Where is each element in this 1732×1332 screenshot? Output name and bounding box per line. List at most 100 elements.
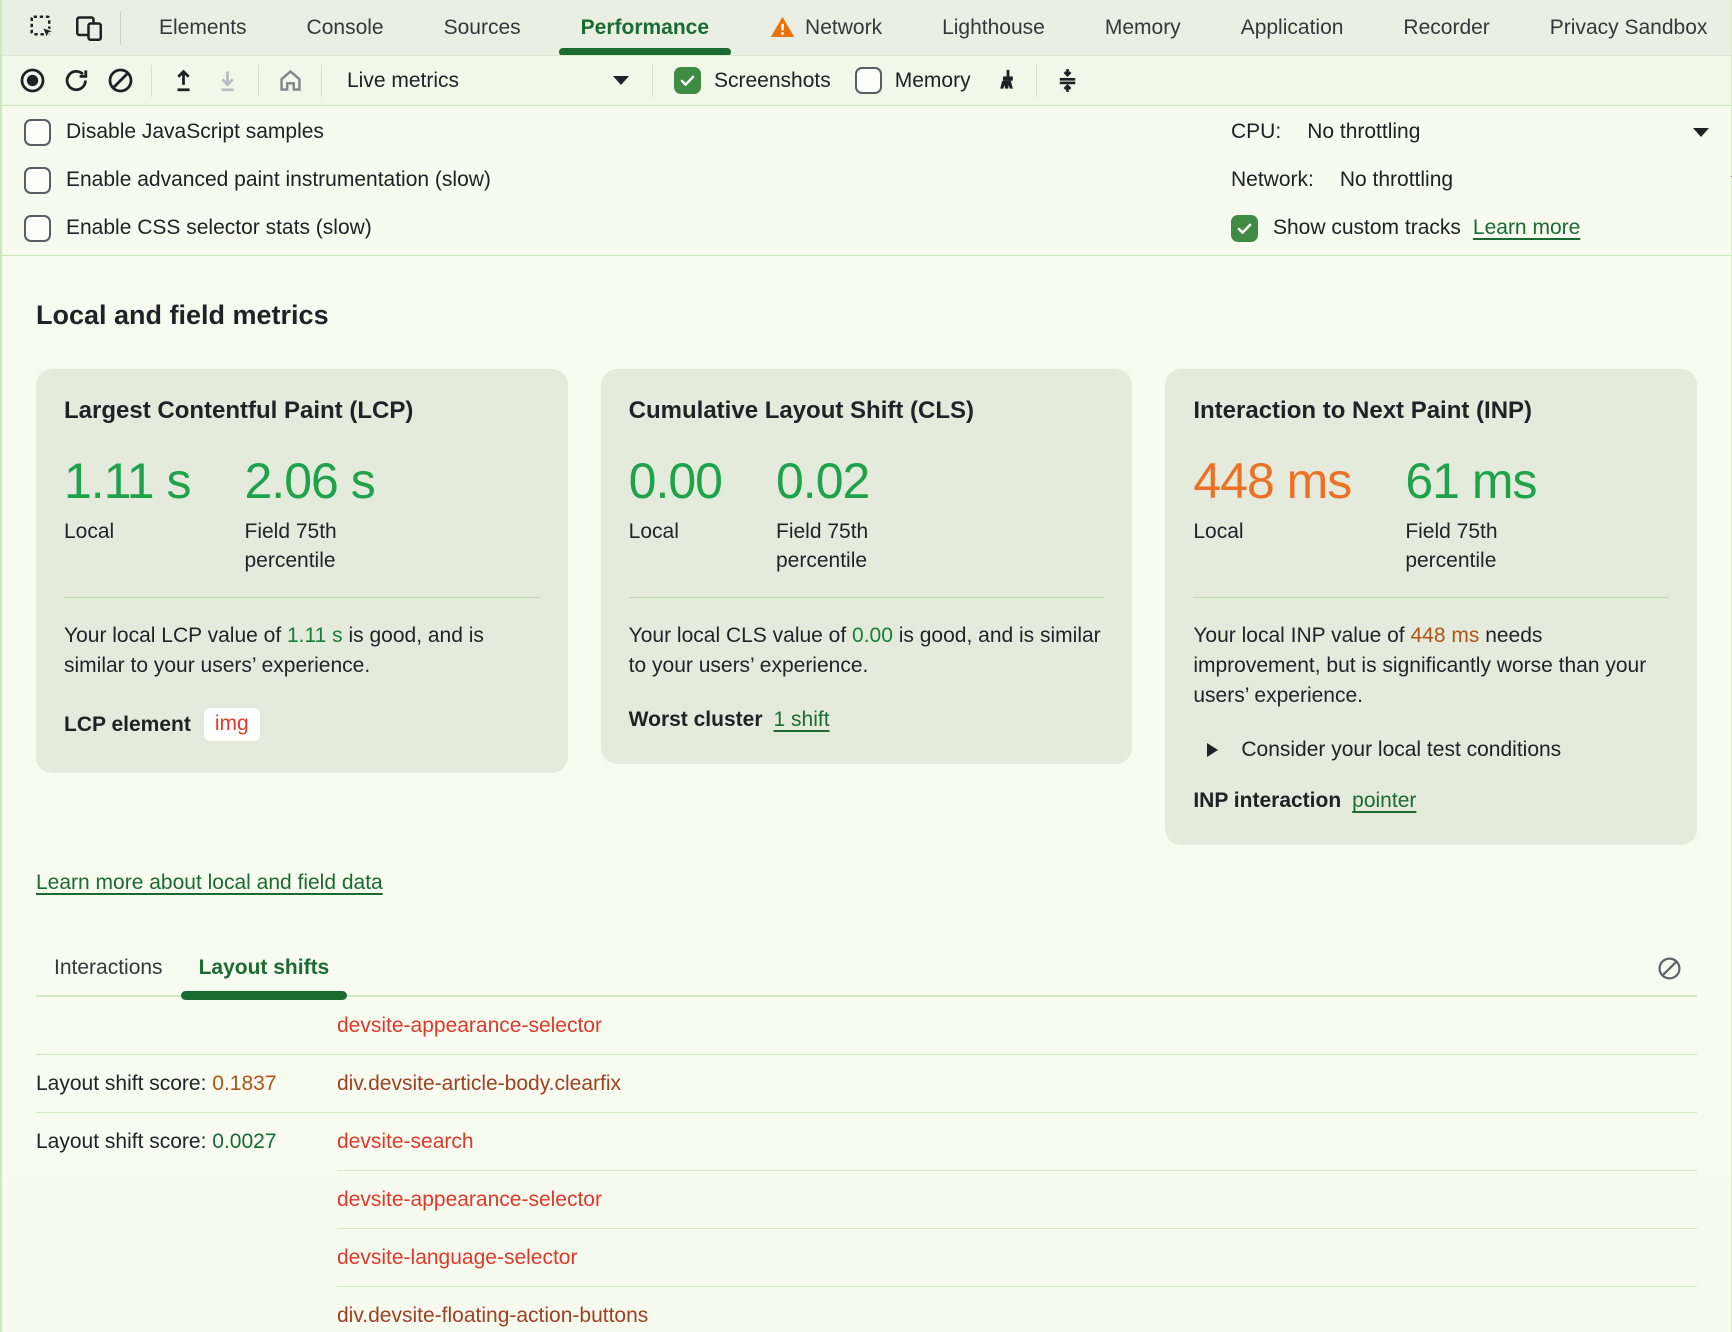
setting-checkbox-row[interactable]: Enable CSS selector stats (slow) — [24, 204, 491, 252]
metric-local: 1.11 s Local — [64, 453, 191, 575]
local-conditions-expander[interactable]: Consider your local test conditions — [1193, 738, 1669, 762]
metric-local-label: Local — [64, 520, 115, 543]
inspect-element-button[interactable] — [20, 7, 66, 49]
metric-field: 0.02 Field 75th percentile — [776, 453, 918, 575]
metric-card-title: Largest Contentful Paint (LCP) — [64, 397, 414, 424]
home-button[interactable] — [268, 61, 312, 101]
element-chip[interactable]: img — [203, 708, 260, 741]
toolbar-separator — [321, 64, 322, 97]
metric-description: Your local CLS value of 0.00 is good, an… — [629, 621, 1105, 681]
custom-tracks-label: Show custom tracks — [1273, 216, 1461, 239]
metric-values-row: 448 ms Local 61 ms Field 75th percentile — [1193, 453, 1669, 575]
metric-local-value: 1.11 s — [64, 453, 191, 509]
load-profile-button[interactable] — [161, 61, 205, 101]
score-prefix: Layout shift score: — [36, 1130, 213, 1153]
setting-checkbox[interactable] — [24, 118, 51, 146]
warning-icon — [769, 14, 805, 41]
score-value: 0.0027 — [212, 1130, 277, 1153]
setting-checkbox-label: Enable CSS selector stats (slow) — [66, 216, 372, 239]
panel-tabs: Elements Console Sources Performance Network… — [129, 0, 1731, 55]
clear-recordings-button[interactable] — [98, 61, 142, 101]
node-link[interactable]: div.devsite-article-body.clearfix — [337, 1072, 621, 1095]
node-link[interactable]: devsite-appearance-selector — [337, 1188, 602, 1211]
node-link[interactable]: devsite-search — [337, 1130, 474, 1153]
history-dropdown[interactable]: Live metrics — [331, 61, 643, 101]
cpu-throttling-select[interactable]: No throttling — [1307, 120, 1421, 143]
screenshots-checkbox[interactable] — [674, 67, 701, 94]
memory-checkbox-group[interactable]: Memory — [854, 67, 971, 94]
tab-sources[interactable]: Sources — [414, 0, 551, 55]
clear-log-button[interactable] — [1649, 948, 1689, 988]
metric-description-text: Your local INP value of — [1193, 624, 1411, 647]
metric-description: Your local LCP value of 1.11 s is good, … — [64, 621, 540, 681]
card-divider — [1193, 597, 1670, 598]
tab-memory[interactable]: Memory — [1075, 0, 1211, 55]
layout-shift-row: devsite-language-selector — [36, 1229, 1697, 1287]
layout-shift-row: div.devsite-floating-action-buttons — [36, 1287, 1697, 1332]
metric-description: Your local INP value of 448 ms needs imp… — [1193, 621, 1669, 711]
footer-link[interactable]: 1 shift — [773, 708, 830, 731]
record-button[interactable] — [10, 61, 54, 101]
metric-inline-value: 1.11 s — [286, 624, 343, 647]
metric-card-footer: INP interaction pointer — [1193, 789, 1669, 813]
network-throttling-select[interactable]: No throttling — [1339, 168, 1454, 191]
expand-arrow-icon — [1207, 743, 1219, 757]
log-tab-label: Layout shifts — [198, 956, 330, 979]
chevron-down-icon[interactable] — [1693, 127, 1709, 137]
tab-recorder[interactable]: Recorder — [1373, 0, 1519, 55]
tab-label: Network — [805, 15, 883, 39]
garbage-collect-button[interactable] — [983, 61, 1027, 101]
setting-checkbox-row[interactable]: Enable advanced paint instrumentation (s… — [24, 156, 491, 204]
tab-console[interactable]: Console — [277, 0, 414, 55]
custom-tracks-learn-more-link[interactable]: Learn more — [1472, 216, 1581, 239]
tab-elements[interactable]: Elements — [129, 0, 277, 55]
cpu-label: CPU: — [1231, 120, 1282, 143]
tab-label: Sources — [443, 15, 521, 39]
network-label: Network: — [1231, 168, 1314, 191]
setting-checkbox-label: Disable JavaScript samples — [66, 120, 324, 143]
metric-description-text: Your local CLS value of — [628, 624, 853, 647]
layout-shift-score: Layout shift score: 0.0027 — [36, 1130, 337, 1154]
tab-application[interactable]: Application — [1211, 0, 1374, 55]
metric-local-value: 448 ms — [1193, 453, 1352, 509]
metric-local: 0.00 Local — [629, 453, 723, 575]
devtools-tabbar: Elements Console Sources Performance Network… — [2, 0, 1731, 56]
footer-label: LCP element — [64, 712, 191, 736]
tab-lighthouse[interactable]: Lighthouse — [912, 0, 1075, 55]
metric-field: 2.06 s Field 75th percentile — [245, 453, 387, 575]
reload-and-record-button[interactable] — [54, 61, 98, 101]
clear-icon — [106, 66, 135, 95]
setting-checkbox[interactable] — [24, 166, 51, 194]
screenshots-checkbox-group[interactable]: Screenshots — [674, 67, 831, 94]
learn-more-field-data-link[interactable]: Learn more about local and field data — [36, 871, 383, 894]
setting-checkbox-row[interactable]: Disable JavaScript samples — [24, 108, 491, 156]
setting-checkbox-label: Enable advanced paint instrumentation (s… — [66, 168, 491, 191]
node-link[interactable]: devsite-language-selector — [337, 1246, 578, 1269]
memory-checkbox[interactable] — [854, 67, 882, 94]
custom-tracks-checkbox[interactable] — [1231, 214, 1258, 242]
tab-performance[interactable]: Performance — [551, 0, 739, 55]
device-toolbar-button[interactable] — [66, 7, 112, 49]
metric-field: 61 ms Field 75th percentile — [1405, 453, 1547, 575]
tab-network[interactable]: Network — [739, 0, 912, 55]
log-tab-layout-shifts[interactable]: Layout shifts — [180, 941, 348, 1000]
tab-privacy-sandbox[interactable]: Privacy Sandbox — [1520, 0, 1731, 55]
metric-field-label: Field 75th percentile — [776, 520, 869, 572]
tab-label: Privacy Sandbox — [1549, 15, 1708, 39]
metric-card-title: Cumulative Layout Shift (CLS) — [628, 397, 975, 424]
save-profile-button[interactable] — [205, 61, 249, 101]
metric-description-text: is good, and is similar to your users’ e… — [628, 624, 1101, 677]
capture-settings: Disable JavaScript samples Enable advance… — [2, 106, 1732, 256]
setting-checkbox[interactable] — [24, 214, 51, 242]
collapse-view-button[interactable] — [1046, 61, 1090, 101]
node-link[interactable]: div.devsite-floating-action-buttons — [337, 1304, 649, 1327]
node-link[interactable]: devsite-appearance-selector — [337, 1014, 602, 1037]
broom-icon — [990, 66, 1019, 95]
tab-label: Console — [306, 15, 384, 39]
score-prefix: Layout shift score: — [36, 1072, 213, 1095]
footer-link[interactable]: pointer — [1352, 789, 1417, 812]
device-toolbar-icon — [74, 13, 104, 43]
network-throttling-row: Network: No throttling — [1231, 156, 1732, 204]
log-tab-interactions[interactable]: Interactions — [36, 941, 181, 995]
